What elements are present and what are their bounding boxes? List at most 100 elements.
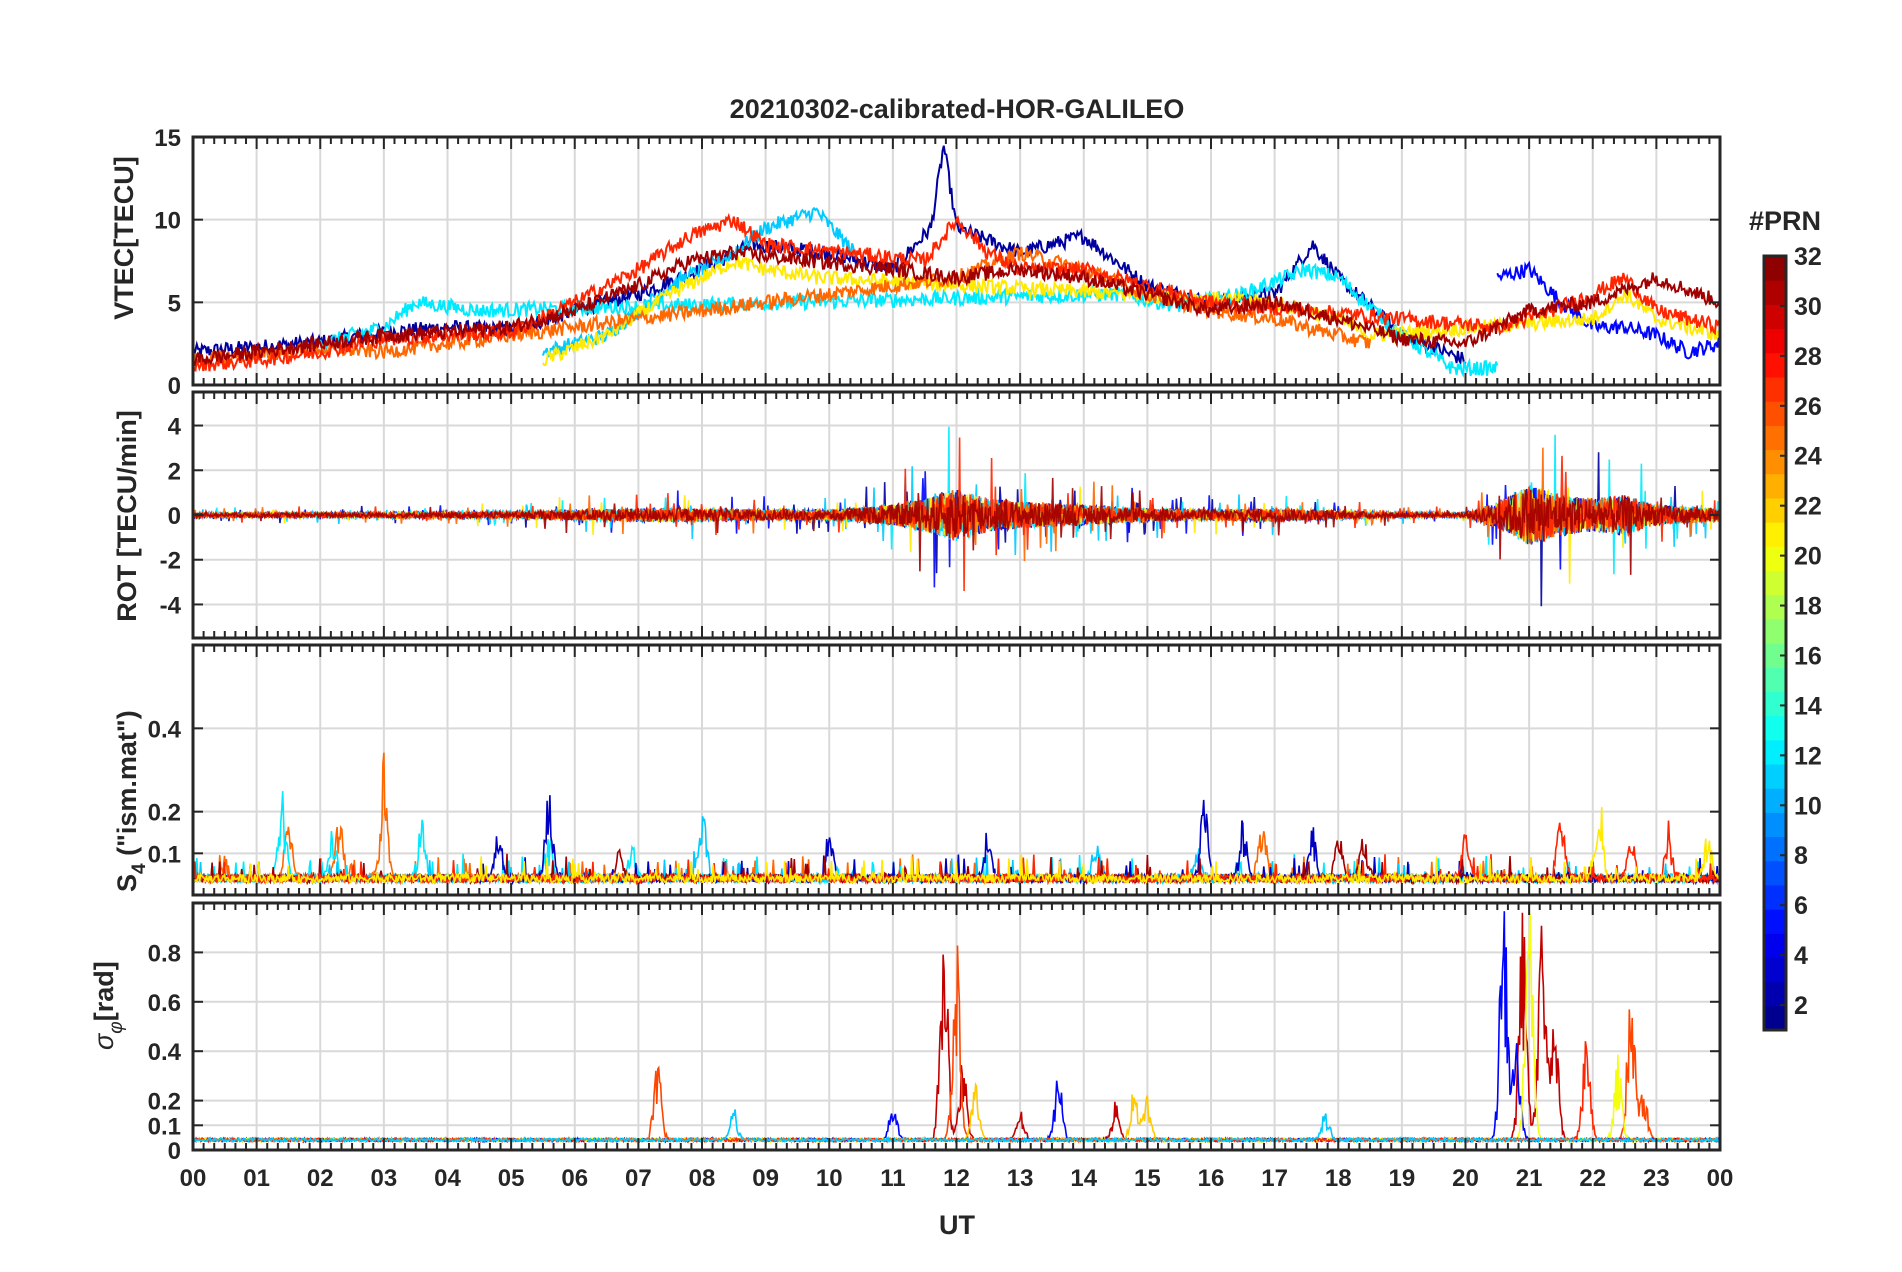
panel-vtec: 0 5 10 15: [154, 125, 1722, 400]
colorbar-swatch: [1764, 425, 1786, 451]
colorbar-tick-label: 14: [1794, 692, 1822, 720]
colorbar-tick-label: 8: [1794, 842, 1808, 870]
x-tick-label: 17: [1261, 1165, 1288, 1192]
y-tick-label: 0: [168, 1138, 181, 1165]
rot-ylabel: ROT [TECU/min]: [112, 410, 142, 621]
vtec-series-line: [193, 212, 1720, 372]
colorbar-tick-label: 32: [1794, 243, 1822, 271]
x-tick-label: 00: [1707, 1165, 1734, 1192]
colorbar-tick-label: 24: [1794, 443, 1822, 471]
colorbar-swatch: [1764, 594, 1786, 620]
x-tick-label: 18: [1325, 1165, 1352, 1192]
sigma-ylabel-sub: φ: [106, 1021, 127, 1033]
x-tick-label: 13: [1007, 1165, 1034, 1192]
x-tick-label: 11: [880, 1165, 905, 1192]
colorbar-swatch: [1764, 618, 1786, 644]
colorbar-swatch: [1764, 860, 1786, 886]
y-tick-label: 0.2: [148, 1089, 181, 1116]
x-tick-label: 12: [943, 1165, 970, 1192]
colorbar-tick-label: 18: [1794, 593, 1822, 621]
panel-rot: -4 -2 0 2 4: [160, 390, 1722, 640]
colorbar-swatch: [1764, 328, 1786, 354]
colorbar-frame: [1762, 254, 1788, 1032]
sigma-ylabel: σφ[rad]: [89, 961, 127, 1050]
vtec-series-group: [193, 145, 1720, 378]
colorbar-tick-label: 16: [1794, 642, 1822, 670]
y-tick-label: 0.2: [148, 800, 181, 827]
colorbar-swatch: [1764, 981, 1786, 1007]
s4-series-group: [193, 752, 1720, 886]
x-tick-label: 02: [307, 1165, 334, 1192]
x-tick-label: 05: [498, 1165, 525, 1192]
colorbar-tick-label: 28: [1794, 343, 1822, 371]
s4-ylabel-main: S: [112, 874, 142, 892]
y-tick-label: 4: [168, 414, 182, 441]
colorbar-swatch: [1764, 909, 1786, 934]
x-tick-label: 16: [1198, 1165, 1225, 1192]
colorbar-swatch: [1764, 449, 1786, 475]
y-tick-label: 10: [154, 208, 181, 235]
x-tick-label: 23: [1643, 1165, 1670, 1192]
y-tick-label: 0: [168, 373, 181, 400]
colorbar-swatch: [1764, 812, 1786, 838]
x-tick-label: 22: [1579, 1165, 1606, 1192]
rot-series-line: [193, 477, 1720, 575]
vtec-series-line: [193, 245, 1720, 367]
colorbar-swatch: [1764, 570, 1786, 596]
x-tick-label: 20: [1452, 1165, 1479, 1192]
panels: 051015-4-20240.10.20.400.10.20.40.60.800…: [148, 125, 1734, 1192]
colorbar-swatch: [1764, 473, 1786, 499]
rot-series-group: [193, 426, 1720, 607]
x-tick-label: 21: [1516, 1165, 1543, 1192]
s4-ylabel-rest: ("ism.mat"): [112, 710, 142, 863]
colorbar-title: #PRN: [1749, 206, 1821, 236]
colorbar-swatch: [1764, 884, 1786, 910]
x-tick-label: 09: [752, 1165, 779, 1192]
colorbar-swatch: [1764, 280, 1786, 305]
colorbar-swatch: [1764, 376, 1786, 402]
y-tick-label: 0.1: [148, 1113, 181, 1140]
colorbar-swatch: [1764, 522, 1786, 547]
figure-title: 20210302-calibrated-HOR-GALILEO: [730, 94, 1185, 124]
y-tick-label: 0.4: [148, 1039, 182, 1066]
y-tick-label: 15: [154, 125, 181, 152]
colorbar-swatch: [1764, 643, 1786, 668]
s4-ylabel-sub: 4: [129, 863, 150, 874]
colorbar-swatch: [1764, 763, 1786, 789]
colorbar-swatch: [1764, 497, 1786, 523]
colorbar-swatch: [1764, 304, 1786, 330]
x-tick-label: 01: [243, 1165, 270, 1192]
colorbar-tick-label: 4: [1794, 942, 1808, 970]
x-tick-label: 07: [625, 1165, 652, 1192]
vtec-series-line: [319, 261, 1499, 378]
colorbar-swatch: [1764, 957, 1786, 983]
sigma-ylabel-main: σ: [89, 1032, 119, 1050]
x-axis-title: UT: [939, 1210, 975, 1240]
y-tick-label: 0.8: [148, 940, 181, 967]
x-tick-label: 00: [180, 1165, 207, 1192]
x-tick-label: 06: [561, 1165, 588, 1192]
colorbar-swatch: [1764, 401, 1786, 426]
panel-sigma_phi: 00.10.2 0.4 0.6 0.8: [148, 901, 1722, 1165]
x-tick-label: 04: [434, 1165, 461, 1192]
colorbar-swatch: [1764, 715, 1786, 741]
vtec-series-line: [1496, 260, 1720, 360]
colorbar-swatch: [1764, 788, 1786, 813]
colorbar-swatch: [1764, 933, 1786, 959]
y-tick-label: 2: [168, 458, 181, 485]
y-tick-label: 0.6: [148, 990, 181, 1017]
x-tick-label: 03: [371, 1165, 398, 1192]
y-tick-label: 0.1: [148, 841, 181, 868]
colorbar-tick-label: 22: [1794, 493, 1822, 521]
y-tick-label: -2: [160, 548, 181, 575]
colorbar-swatch: [1764, 836, 1786, 862]
colorbar-swatch: [1764, 256, 1786, 281]
x-tick-label: 14: [1070, 1165, 1097, 1192]
colorbar-tick-label: 20: [1794, 543, 1822, 571]
y-tick-label: 0: [168, 503, 181, 530]
y-tick-label: -4: [160, 592, 182, 619]
x-tick-label: 08: [689, 1165, 716, 1192]
colorbar-tick-label: 26: [1794, 393, 1822, 421]
sigma-ylabel-rest: [rad]: [89, 961, 119, 1021]
